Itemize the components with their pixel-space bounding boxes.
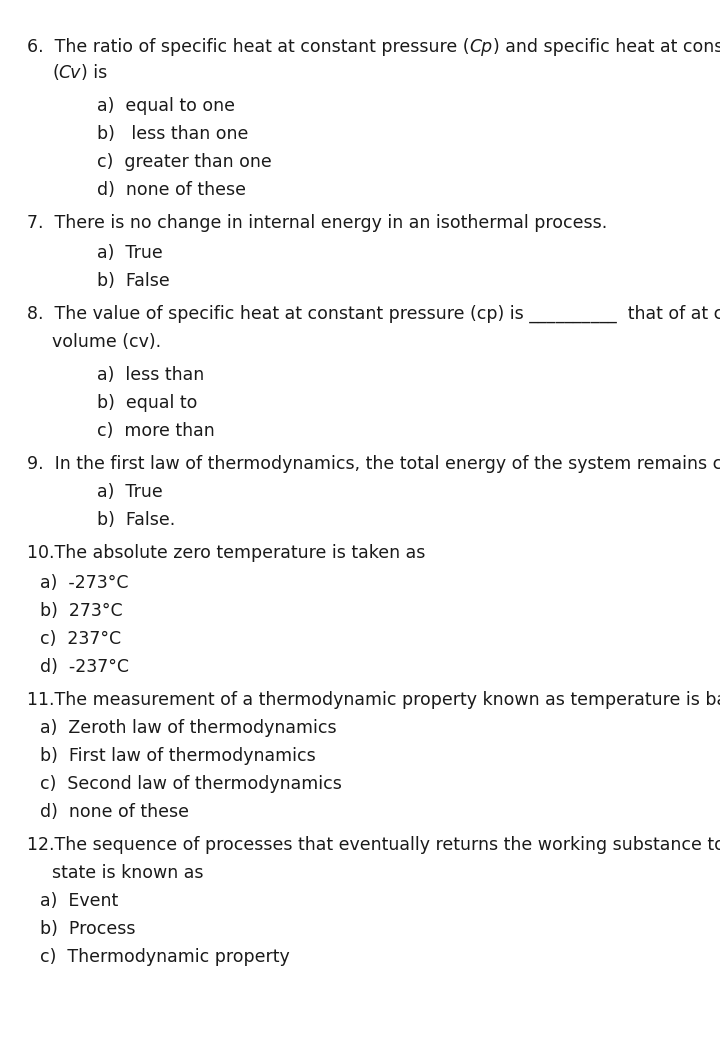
Text: c)  more than: c) more than: [97, 423, 215, 440]
Text: a)  less than: a) less than: [97, 366, 204, 384]
Text: 7.  There is no change in internal energy in an isothermal process.: 7. There is no change in internal energy…: [27, 214, 607, 232]
Text: state is known as: state is known as: [52, 864, 204, 882]
Text: Cv: Cv: [59, 64, 81, 82]
Text: a)  Event: a) Event: [40, 892, 118, 910]
Text: b)  First law of thermodynamics: b) First law of thermodynamics: [40, 747, 316, 765]
Text: Cp: Cp: [469, 38, 492, 56]
Text: a)  Zeroth law of thermodynamics: a) Zeroth law of thermodynamics: [40, 719, 337, 737]
Text: b)   less than one: b) less than one: [97, 125, 248, 143]
Text: 6.  The ratio of specific heat at constant pressure (: 6. The ratio of specific heat at constan…: [27, 38, 469, 56]
Text: b)  False: b) False: [97, 272, 170, 290]
Text: b)  Process: b) Process: [40, 920, 135, 937]
Text: d)  -237°C: d) -237°C: [40, 658, 129, 676]
Text: c)  237°C: c) 237°C: [40, 630, 121, 648]
Text: 10.The absolute zero temperature is taken as: 10.The absolute zero temperature is take…: [27, 544, 426, 562]
Text: 11.The measurement of a thermodynamic property known as temperature is based on: 11.The measurement of a thermodynamic pr…: [27, 691, 720, 709]
Text: ) is: ) is: [81, 64, 107, 82]
Text: a)  equal to one: a) equal to one: [97, 97, 235, 115]
Text: a)  -273°C: a) -273°C: [40, 574, 128, 592]
Text: a)  True: a) True: [97, 483, 163, 501]
Text: c)  Thermodynamic property: c) Thermodynamic property: [40, 948, 289, 966]
Text: (: (: [52, 64, 59, 82]
Text: d)  none of these: d) none of these: [40, 803, 189, 821]
Text: d)  none of these: d) none of these: [97, 181, 246, 199]
Text: c)  greater than one: c) greater than one: [97, 153, 271, 171]
Text: b)  equal to: b) equal to: [97, 394, 197, 412]
Text: ) and specific heat at constant volume: ) and specific heat at constant volume: [492, 38, 720, 56]
Text: 9.  In the first law of thermodynamics, the total energy of the system remains c: 9. In the first law of thermodynamics, t…: [27, 455, 720, 473]
Text: b)  False.: b) False.: [97, 511, 175, 529]
Text: a)  True: a) True: [97, 244, 163, 262]
Text: volume (cv).: volume (cv).: [52, 333, 161, 351]
Text: c)  Second law of thermodynamics: c) Second law of thermodynamics: [40, 775, 342, 794]
Text: b)  273°C: b) 273°C: [40, 602, 122, 620]
Text: 8.  The value of specific heat at constant pressure (cp) is __________  that of : 8. The value of specific heat at constan…: [27, 305, 720, 324]
Text: 12.The sequence of processes that eventually returns the working substance to it: 12.The sequence of processes that eventu…: [27, 836, 720, 854]
